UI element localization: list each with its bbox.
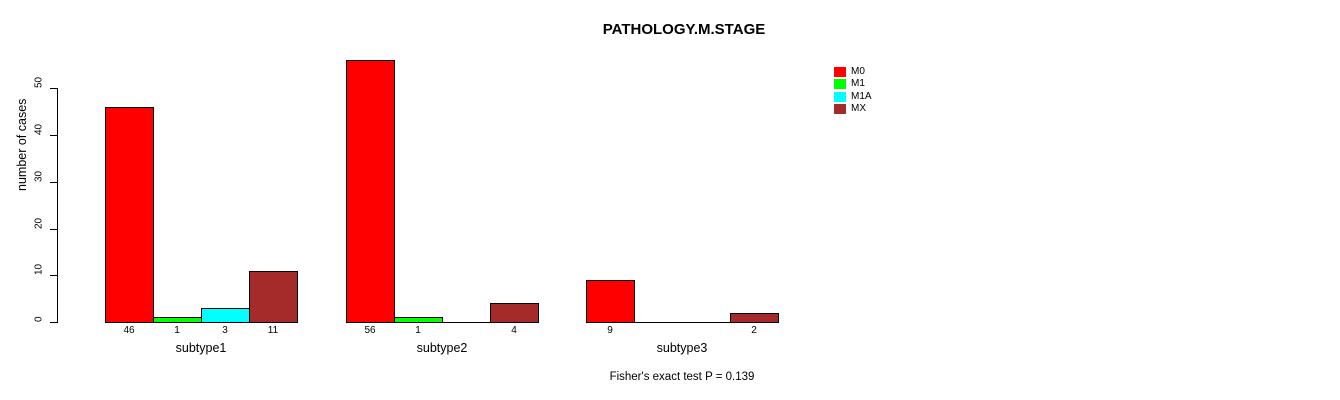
bar-value-label: 9 bbox=[607, 325, 613, 336]
bar-mx-subtype2 bbox=[490, 303, 539, 323]
legend: M0 M1 M1A MX bbox=[834, 67, 872, 117]
legend-item: M1A bbox=[834, 90, 872, 102]
legend-label: M0 bbox=[851, 66, 865, 77]
y-tick-mark bbox=[50, 275, 58, 276]
legend-item: M0 bbox=[834, 67, 872, 77]
annotation-text: Fisher's exact test P = 0.139 bbox=[609, 371, 755, 383]
y-tick-mark bbox=[50, 229, 58, 230]
legend-label: M1A bbox=[851, 90, 872, 102]
legend-item: M1 bbox=[834, 78, 872, 90]
x-group-label: subtype2 bbox=[416, 341, 468, 355]
bar-m0-subtype3 bbox=[586, 280, 635, 323]
bar-value-label: 3 bbox=[222, 325, 228, 336]
legend-item: MX bbox=[834, 103, 872, 115]
x-group-label: subtype1 bbox=[175, 341, 227, 355]
group-baseline bbox=[586, 322, 779, 323]
bar-m0-subtype2 bbox=[346, 60, 395, 323]
y-axis-line bbox=[57, 88, 58, 323]
bar-m0-subtype1 bbox=[105, 107, 154, 323]
legend-swatch bbox=[834, 91, 846, 102]
chart-title: PATHOLOGY.M.STAGE bbox=[602, 21, 766, 38]
legend-swatch bbox=[834, 104, 846, 115]
x-group-label: subtype3 bbox=[656, 341, 708, 355]
legend-label: M1 bbox=[851, 78, 865, 90]
legend-swatch bbox=[834, 67, 846, 77]
y-tick-mark bbox=[50, 88, 58, 89]
y-tick-mark bbox=[50, 182, 58, 183]
legend-label: MX bbox=[851, 103, 866, 115]
bar-value-label: 11 bbox=[267, 325, 279, 336]
bar-m1-subtype1 bbox=[153, 317, 202, 323]
bar-m1-subtype2 bbox=[394, 317, 443, 323]
bar-m1a-subtype1 bbox=[201, 308, 250, 323]
bar-mx-subtype3 bbox=[730, 313, 779, 323]
bar-value-label: 56 bbox=[364, 325, 376, 336]
y-tick-mark bbox=[50, 135, 58, 136]
y-tick-mark bbox=[50, 322, 58, 323]
bar-value-label: 46 bbox=[123, 325, 135, 336]
bar-value-label: 4 bbox=[511, 325, 517, 336]
bar-mx-subtype1 bbox=[249, 271, 298, 323]
legend-swatch bbox=[834, 79, 846, 90]
bar-value-label: 2 bbox=[751, 325, 757, 336]
bar-value-label: 1 bbox=[415, 325, 421, 336]
bar-value-label: 1 bbox=[174, 325, 180, 336]
